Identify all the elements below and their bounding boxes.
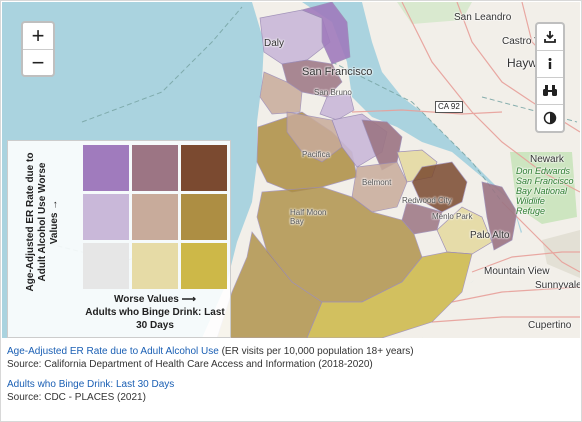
contrast-button[interactable] — [537, 105, 563, 131]
legend-x-axis-title: Adults who Binge Drink: Last 30 Days — [85, 307, 225, 331]
download-icon — [544, 31, 556, 43]
info-button[interactable] — [537, 51, 563, 78]
label-san-leandro: San Leandro — [454, 12, 512, 23]
legend-cell-r2-c0 — [83, 243, 129, 289]
er-rate-source-text: Source: California Department of Health … — [7, 359, 373, 370]
label-newark: Newark — [530, 154, 564, 165]
er-rate-source: Age-Adjusted ER Rate due to Adult Alcoho… — [7, 345, 577, 371]
label-sunnyvale: Sunnyvale — [535, 280, 580, 291]
zoom-in-button[interactable]: + — [31, 23, 45, 48]
label-castro-valley: Castro Va — [502, 36, 546, 47]
choropleth-map[interactable]: San Leandro Castro Va Haywa Daly San Fra… — [2, 2, 580, 338]
legend-cell-r0-c0 — [83, 145, 129, 191]
label-san-francisco: San Francisco — [302, 66, 373, 78]
label-san-bruno: San Bruno — [314, 88, 352, 97]
legend-x-axis-label: Worse Values ⟶ Adults who Binge Drink: L… — [80, 293, 230, 332]
zoom-control: + − — [21, 21, 55, 77]
binoculars-icon — [543, 85, 557, 96]
legend-color-grid — [83, 145, 229, 289]
label-belmont: Belmont — [362, 178, 392, 187]
legend-cell-r2-c2 — [181, 243, 227, 289]
legend-cell-r0-c1 — [132, 145, 178, 191]
download-button[interactable] — [537, 24, 563, 51]
data-sources: Age-Adjusted ER Rate due to Adult Alcoho… — [7, 345, 577, 404]
map-tools — [535, 22, 565, 133]
legend-cell-r0-c2 — [181, 145, 227, 191]
legend-x-axis-arrow-label: Worse Values ⟶ — [114, 294, 196, 305]
binge-drink-source: Adults who Binge Drink: Last 30 Days Sou… — [7, 378, 577, 404]
legend-cell-r2-c1 — [132, 243, 178, 289]
legend-cell-r1-c2 — [181, 194, 227, 240]
legend-cell-r1-c0 — [83, 194, 129, 240]
map-canvas[interactable] — [2, 2, 580, 338]
label-palo-alto: Palo Alto — [470, 230, 510, 241]
label-hayward: Haywa — [507, 56, 544, 70]
binge-drink-link[interactable]: Adults who Binge Drink: Last 30 Days — [7, 379, 175, 390]
info-icon — [548, 58, 552, 69]
label-pacifica: Pacifica — [302, 150, 331, 159]
explore-button[interactable] — [537, 78, 563, 105]
bivariate-legend: Age-Adjusted ER Rate due to Adult Alcoho… — [7, 140, 231, 338]
label-cupertino: Cupertino — [528, 320, 572, 331]
legend-y-axis-label: Age-Adjusted ER Rate due to Adult Alcoho… — [25, 152, 60, 292]
label-menlo-park: Menlo Park — [432, 212, 473, 221]
route-shield-ca-92: CA 92 — [435, 101, 463, 113]
label-mountain-view: Mountain View — [484, 266, 550, 277]
label-wildlife-refuge: Don Edwards San Francisco Bay National W… — [516, 166, 574, 216]
binge-drink-source-text: Source: CDC - PLACES (2021) — [7, 392, 146, 403]
zoom-out-button[interactable]: − — [23, 49, 53, 75]
er-rate-link[interactable]: Age-Adjusted ER Rate due to Adult Alcoho… — [7, 346, 219, 357]
label-daly: Daly — [264, 38, 285, 49]
er-rate-units: (ER visits per 10,000 population 18+ yea… — [221, 346, 414, 357]
legend-cell-r1-c1 — [132, 194, 178, 240]
label-half-moon-bay: Half Moon Bay — [290, 208, 327, 226]
label-redwood-city: Redwood City — [402, 196, 452, 205]
contrast-icon — [543, 111, 557, 125]
